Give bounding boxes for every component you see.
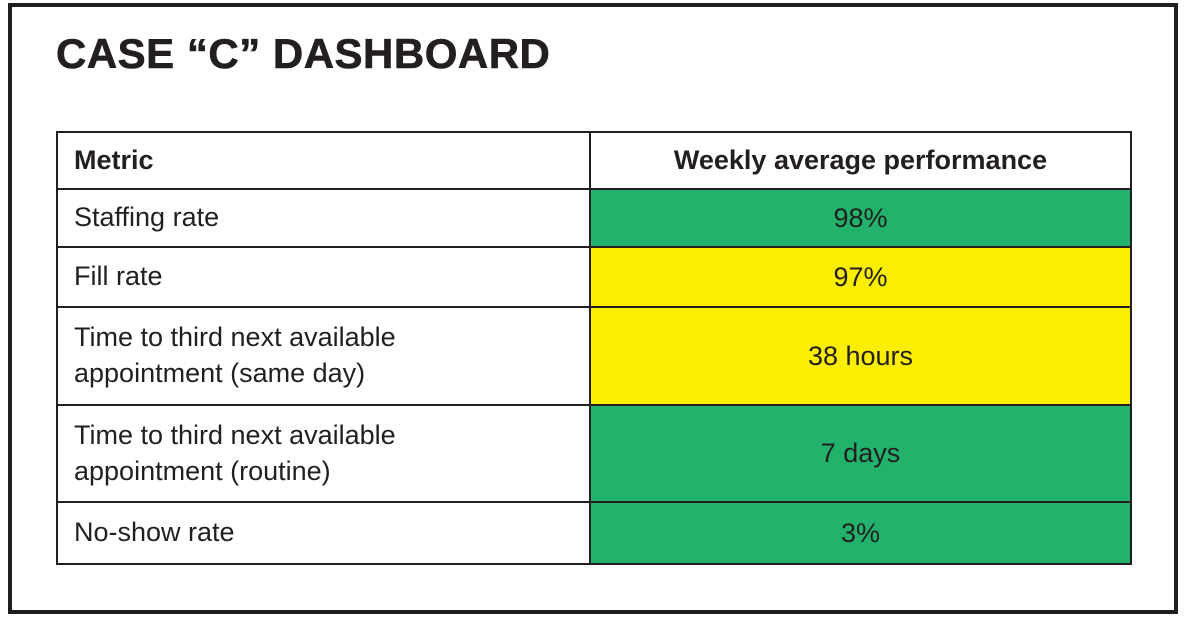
table-row-staffing-rate: Staffing rate 98% [56, 188, 1132, 248]
metric-cell: Time to third next available appointment… [56, 404, 591, 503]
table-row-third-next-same-day: Time to third next available appointment… [56, 306, 1132, 406]
table-row-no-show-rate: No-show rate 3% [56, 501, 1132, 565]
value-cell: 38 hours [589, 306, 1132, 406]
metric-cell: No-show rate [56, 501, 591, 565]
metric-cell: Time to third next available appointment… [56, 306, 591, 406]
table-row-third-next-routine: Time to third next available appointment… [56, 404, 1132, 503]
table-row-fill-rate: Fill rate 97% [56, 246, 1132, 308]
performance-column-header: Weekly average performance [589, 131, 1132, 190]
value-cell: 97% [589, 246, 1132, 308]
metric-cell: Fill rate [56, 246, 591, 308]
page-title: CASE “C” DASHBOARD [56, 30, 551, 77]
value-cell: 7 days [589, 404, 1132, 503]
value-cell: 98% [589, 188, 1132, 248]
metrics-table: Metric Weekly average performance Staffi… [56, 131, 1132, 565]
table-header-row: Metric Weekly average performance [56, 131, 1132, 190]
figure-frame: CASE “C” DASHBOARD Metric Weekly average… [8, 3, 1178, 614]
metric-cell: Staffing rate [56, 188, 591, 248]
value-cell: 3% [589, 501, 1132, 565]
metric-column-header: Metric [56, 131, 591, 190]
